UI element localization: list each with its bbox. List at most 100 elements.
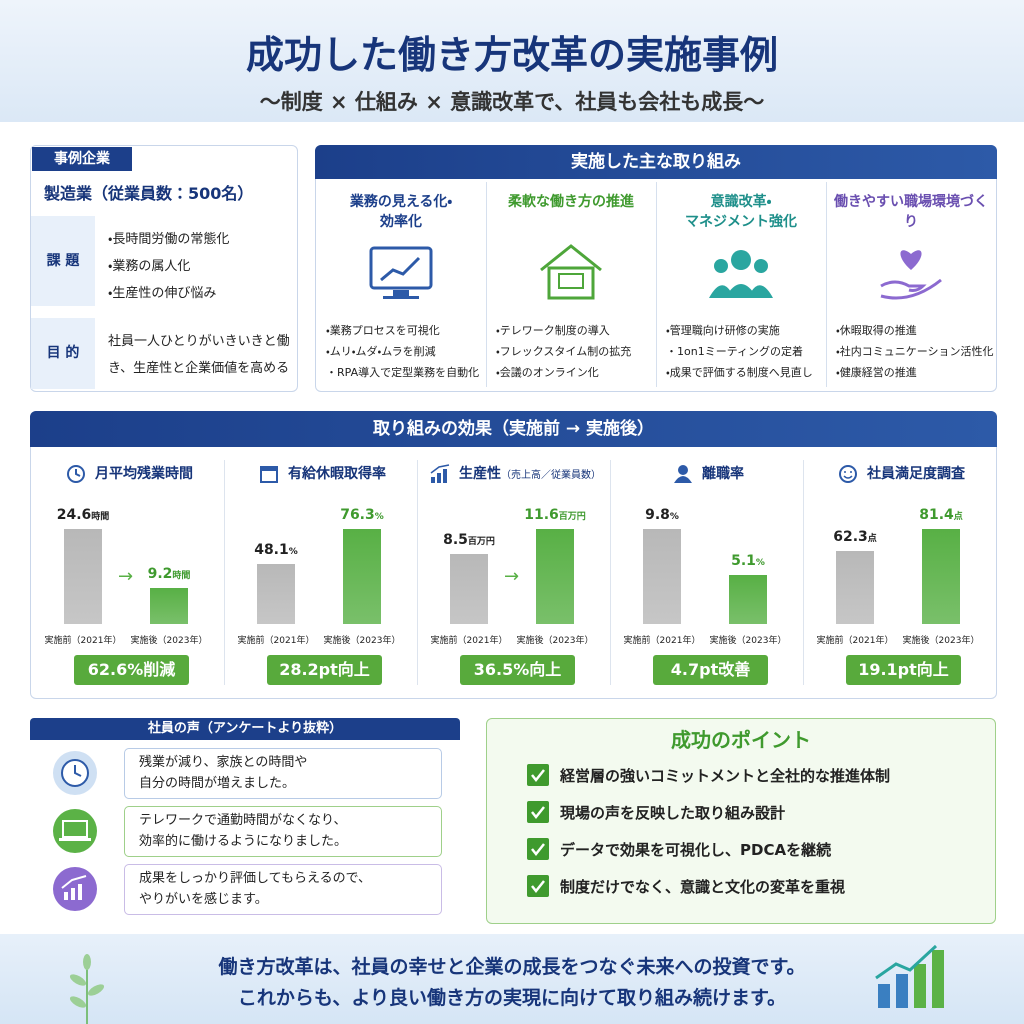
title: 成功した働き方改革の実施事例 (245, 33, 778, 77)
initiative-title-line: マネジメント強化 (685, 214, 797, 230)
result: 36.5%向上 (460, 655, 575, 685)
value-label: 11.6百万円 (511, 507, 599, 523)
initiatives-title: 実施した主な取り組み (315, 145, 997, 179)
value: 48.1 (254, 542, 289, 559)
bar (450, 554, 488, 624)
value-unit: 時間 (172, 571, 191, 582)
period-label: 実施前（2021年） (237, 636, 315, 646)
value: 8.5 (443, 532, 468, 549)
initiative-point: ・健康経営の推進 (836, 366, 917, 379)
divider (656, 182, 657, 387)
initiative-title-line: 意識改革・ (710, 194, 772, 210)
initiative-title: 業務の見える化・ 効率化 (318, 192, 484, 232)
effect-icon (65, 463, 87, 485)
initiative-icon (365, 242, 437, 302)
effect-title: 月平均残業時間 (34, 463, 224, 485)
footer-icon (875, 944, 944, 1008)
period-label: 実施後（2023年） (902, 636, 980, 646)
value: 81.4 (919, 507, 954, 523)
initiative-points: ・テレワーク制度の導入 ・フレックスタイム制の拡充 ・会議のオンライン化 (496, 320, 631, 383)
value-unit: % (755, 557, 765, 568)
check-icon (527, 838, 549, 860)
subtitle: 〜制度 × 仕組み × 意識改革で、社員も会社も成長〜 (259, 90, 765, 114)
result: 4.7pt改善 (653, 655, 768, 685)
issue: ・業務の属人化 (108, 259, 191, 274)
footer-line: 働き方改革は、社員の幸せと企業の成長をつなぐ未来への投資です。 (218, 956, 806, 978)
voice-line: 自分の時間が増えました。 (139, 776, 296, 791)
value: 9.8 (645, 507, 670, 523)
company-name: 製造業（従業員数：500名） (44, 184, 254, 203)
check-icon (527, 875, 549, 897)
initiative-point: ・休暇取得の推進 (836, 324, 917, 337)
initiative-point: ・1on1ミーティングの定着 (666, 345, 804, 358)
initiative-points: ・業務プロセスを可視化 ・ムリ・ムダ・ムラを削減 ・RPA導入で定型業務を自動化 (326, 320, 479, 383)
divider (610, 460, 611, 685)
voice-line: 効率的に働けるようになりました。 (139, 834, 348, 849)
effect-title: 生産性（売上高／従業員数） (420, 463, 610, 485)
footer-line: これからも、より良い働き方の実現に向けて取り組み続けます。 (237, 987, 787, 1009)
initiative-point: ・テレワーク制度の導入 (496, 324, 610, 337)
effect-icon (258, 463, 280, 485)
effect-icon-svg (67, 465, 85, 483)
bar (150, 588, 188, 624)
value-label: 9.2時間 (125, 566, 213, 582)
period-label: 実施前（2021年） (816, 636, 894, 646)
check-icon-svg (527, 764, 549, 786)
period-label: 実施後（2023年） (709, 636, 787, 646)
value-unit: % (288, 547, 298, 558)
company-tag: 事例企業 (32, 147, 132, 171)
divider (803, 460, 804, 685)
period-label: 実施前（2021年） (623, 636, 701, 646)
bar (257, 564, 295, 624)
initiative-point: ・会議のオンライン化 (496, 366, 599, 379)
footer: 働き方改革は、社員の幸せと企業の成長をつなぐ未来への投資です。 これからも、より良… (0, 952, 1024, 1014)
voice-bubble: テレワークで通勤時間がなくなり、 効率的に働けるようになりました。 (124, 806, 442, 857)
value-label: 8.5百万円 (425, 532, 513, 548)
point: データで効果を可視化し、PDCAを継続 (560, 841, 832, 859)
effect-title-text: 有給休暇取得率 (288, 466, 386, 482)
points-box (486, 718, 996, 924)
value-unit: 百万円 (467, 537, 495, 548)
value: 62.3 (833, 529, 868, 546)
value-unit: % (374, 512, 384, 522)
result: 62.6%削減 (74, 655, 189, 685)
initiative-title: 働きやすい職場環境づくり (828, 192, 994, 232)
value-label: 9.8% (618, 507, 706, 523)
bar (836, 551, 874, 624)
effect-icon-svg (674, 465, 692, 483)
header-bg (0, 0, 1024, 122)
voice-bubble: 成果をしっかり評価してもらえるので、 やりがいを感じます。 (124, 864, 442, 915)
footer-leaf (69, 954, 105, 1024)
value: 11.6 (524, 507, 559, 523)
voice-line: テレワークで通勤時間がなくなり、 (139, 813, 347, 828)
effect-title-text: 生産性 (459, 466, 501, 482)
issue: ・長時間労働の常態化 (108, 232, 230, 247)
value-unit: % (669, 512, 679, 522)
voice-icon-svg (53, 809, 97, 853)
effect-icon-svg (839, 465, 857, 483)
bar (64, 529, 102, 624)
issues-list: ・長時間労働の常態化 ・業務の属人化 ・生産性の伸び悩み (108, 226, 229, 307)
effect-icon (429, 463, 451, 485)
voice-line: 残業が減り、家族との時間や (139, 755, 308, 770)
purpose-label: 目 的 (31, 318, 95, 389)
bar (729, 574, 767, 624)
value-unit: 時間 (91, 512, 110, 522)
initiative-title-line: 業務の見える化・ (349, 194, 453, 210)
effects-box (30, 411, 997, 699)
voice-line: 成果をしっかり評価してもらえるので、 (139, 871, 372, 886)
initiative-point: ・社内コミュニケーション活性化 (836, 345, 994, 358)
value-label: 81.4点 (897, 507, 985, 523)
divider (224, 460, 225, 685)
divider (417, 460, 418, 685)
bar (643, 529, 681, 624)
initiative-icon (875, 242, 947, 302)
bar (343, 529, 381, 624)
value-label: 48.1% (232, 542, 320, 558)
period-label: 実施前（2021年） (44, 636, 122, 646)
effect-title-text: 離職率 (702, 466, 744, 482)
initiative-point: ・RPA導入で定型業務を自動化 (326, 366, 480, 379)
arrow: → (504, 566, 520, 587)
value: 9.2 (147, 566, 173, 583)
